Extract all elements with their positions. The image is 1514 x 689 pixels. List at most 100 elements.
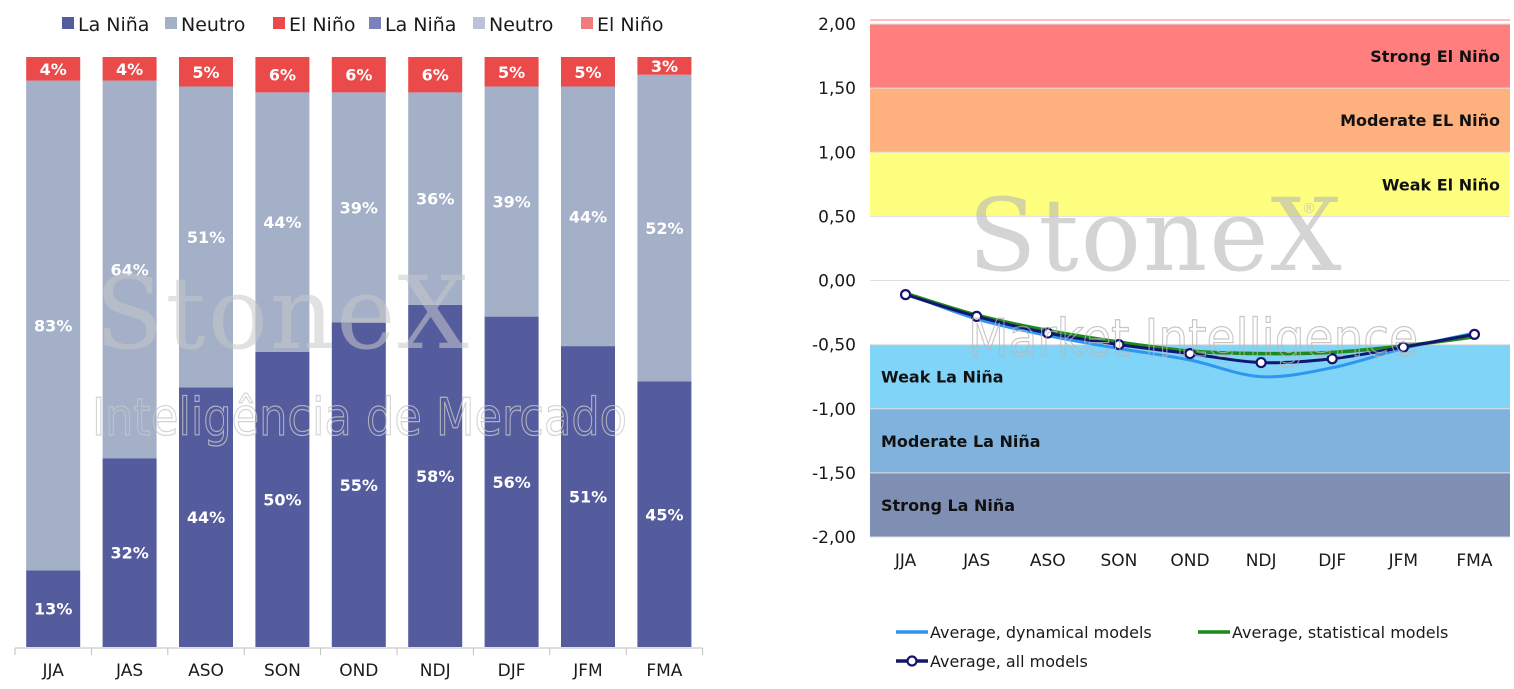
bar-segment [331, 322, 386, 647]
series-line [904, 291, 1476, 379]
series-marker [899, 289, 912, 301]
bar-segment [484, 316, 539, 647]
enso-line-chart: 2,00 1,50 1,00 0,50 0,00 -0,50 -1,00 -1,50 -2,00… [812, 15, 1510, 671]
data-label: 3% [651, 57, 678, 76]
legend-swatch [165, 17, 177, 29]
x-tick-label: JJA [894, 551, 917, 571]
bar-segment [331, 92, 386, 323]
x-tick-label: NDJ [420, 661, 451, 681]
x-tick-label: ASO [1030, 551, 1066, 571]
series-marker [1326, 353, 1338, 365]
legend-swatch [369, 17, 381, 29]
bar-segment [561, 346, 615, 647]
series-marker [1113, 339, 1125, 351]
bar-segment [255, 92, 310, 353]
series-marker [1397, 341, 1409, 353]
bar-segment [561, 86, 615, 347]
y-tick-label: 2,00 [818, 15, 856, 35]
y-tick-label: 0,50 [818, 207, 856, 227]
y-tick-label: -1,00 [812, 400, 856, 420]
legend-label: La Niña [78, 14, 149, 36]
data-label: 6% [422, 66, 449, 85]
bar-segment [26, 570, 81, 647]
series-marker [1255, 356, 1267, 369]
x-tick-label: SON [264, 661, 301, 681]
y-tick-label: -1,50 [812, 464, 856, 484]
x-tick-label: NDJ [1246, 551, 1277, 571]
legend-label: Average, statistical models [1232, 623, 1448, 642]
enso-band [870, 24, 1510, 89]
bar-segment [179, 57, 233, 87]
band-label: Weak El Niño [1382, 175, 1500, 194]
bar-segment [408, 57, 463, 93]
data-label: 39% [340, 198, 378, 217]
legend-label: Neutro [489, 14, 553, 36]
bar-segment [102, 458, 157, 647]
bar-segment [637, 74, 692, 382]
data-label: 64% [110, 260, 148, 279]
legend-swatch [62, 17, 74, 29]
bar-segment [255, 57, 310, 93]
data-label: 39% [492, 193, 530, 212]
bar-segment [255, 352, 310, 647]
y-tick-label: 0,00 [818, 272, 856, 292]
band-label: Moderate La Niña [881, 432, 1041, 451]
data-label: 32% [110, 544, 148, 563]
series-marker [1042, 327, 1054, 339]
watermark-subtitle-right: Market Intelligence [968, 309, 1418, 369]
band-label: Moderate EL Niño [1340, 111, 1500, 130]
x-tick-label: ASO [188, 661, 224, 681]
x-tick-label: OND [339, 661, 378, 681]
y-tick-label: -0,50 [812, 336, 856, 356]
data-label: 44% [187, 508, 225, 527]
x-tick-label: JFM [572, 661, 602, 681]
y-tick-label: 1,00 [818, 143, 856, 163]
watermark-registered-icon: ® [1302, 201, 1316, 217]
data-label: 36% [416, 190, 454, 209]
legend-label: Neutro [181, 14, 245, 36]
stacked-bar-chart: La Niña Neutro El Niño La Niña Neutro El Niño… [14, 14, 704, 681]
legend-label: La Niña [385, 14, 456, 36]
bar-segment [26, 57, 81, 81]
bar-segment [102, 80, 157, 459]
bar-segment [484, 57, 539, 87]
bar-segment [637, 381, 692, 647]
bar-segment [561, 57, 615, 87]
watermark-subtitle-left: Inteligência de Mercado [92, 388, 627, 448]
data-label: 5% [498, 63, 525, 82]
data-label: 58% [416, 467, 454, 486]
data-label: 13% [34, 600, 72, 619]
data-label: 4% [116, 60, 143, 79]
data-label: 6% [345, 66, 372, 85]
x-tick-label: JFM [1388, 551, 1418, 571]
x-tick-label: JJA [42, 661, 65, 681]
x-tick-label: JAS [962, 551, 990, 571]
bar-segment [179, 387, 233, 647]
data-label: 45% [645, 505, 683, 524]
series-marker [1468, 328, 1481, 340]
bar-segment [331, 57, 386, 93]
legend-swatch [273, 17, 285, 29]
y-tick-label: -2,00 [812, 528, 856, 548]
data-label: 44% [263, 213, 301, 232]
enso-band [870, 152, 1510, 217]
enso-band [870, 472, 1510, 537]
bar-segment [408, 92, 463, 305]
watermark-brand-left: StoneX [95, 255, 471, 372]
bar-segment [179, 86, 233, 388]
data-label: 4% [40, 60, 67, 79]
bar-segment [102, 57, 157, 81]
data-label: 56% [492, 473, 530, 492]
x-tick-label: SON [1100, 551, 1137, 571]
x-tick-label: OND [1170, 551, 1209, 571]
bar-segment [408, 304, 463, 647]
data-label: 52% [645, 219, 683, 238]
watermark: StoneX Inteligência de Mercado StoneX Ma… [91, 177, 1418, 449]
bar-segment [26, 80, 81, 571]
legend-swatch [473, 17, 485, 29]
x-tick-label: FMA [646, 661, 682, 681]
data-label: 5% [192, 63, 219, 82]
data-label: 55% [340, 476, 378, 495]
watermark-brand-right: StoneX [968, 177, 1344, 294]
